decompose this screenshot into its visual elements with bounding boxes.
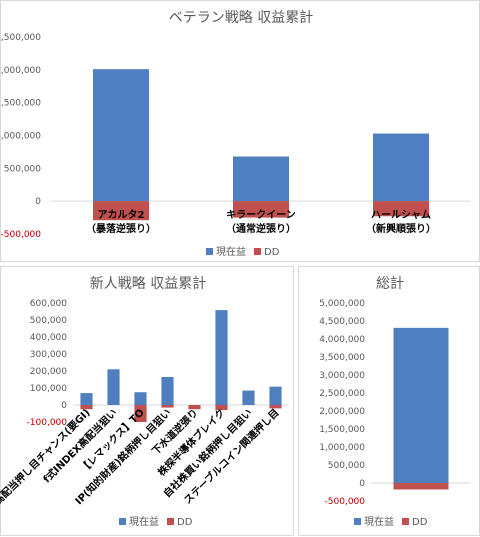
y-tick-label: 600,000 (30, 299, 67, 309)
legend-swatch-current (206, 248, 213, 255)
category-label-line: キラークイーン (226, 209, 296, 221)
bar-current-profit (93, 69, 149, 202)
y-tick-label: 3,000,000 (319, 371, 365, 381)
bar-dd (161, 405, 174, 408)
category-label-line: （新興順張り） (366, 222, 436, 235)
bar-current-profit (233, 156, 289, 202)
bar-dd (188, 405, 201, 410)
y-tick-label: 4,000,000 (319, 335, 365, 345)
y-tick-label: 300,000 (30, 350, 67, 360)
category-label: キラークイーン（通常逆張り） (226, 209, 296, 235)
total-chart-panel: 総計 5,000,000 4,500,000 4,000,000 3,500,000 3… (298, 266, 480, 536)
y-tick-label: 1,500,000 (319, 425, 365, 435)
newbie-chart-svg: 新人戦略 収益累計 600,000 500,000 400,000 300,000 20… (0, 276, 289, 528)
bar-current-profit (393, 327, 449, 483)
y-tick-label: 2,000,000 (319, 407, 365, 417)
y-tick-label: -500,000 (1, 230, 42, 240)
bar-current-profit (269, 386, 282, 405)
y-tick-label: 2,000,000 (0, 66, 41, 76)
legend-label-dd: DD (412, 517, 428, 528)
bar-current-profit (161, 376, 174, 405)
category-label: ハールシャム（新興順張り） (366, 209, 436, 235)
chart-title: 総計 (376, 276, 404, 292)
bar-current-profit (215, 310, 228, 405)
legend-swatch-current (119, 518, 126, 525)
chart-title: 新人戦略 収益累計 (90, 276, 206, 292)
bar-dd (233, 201, 289, 218)
y-tick-label: 1,000,000 (0, 132, 41, 142)
veteran-strategy-chart-panel: ベテラン戦略 収益累計 2,500,000 2,000,000 1,500,000 1… (0, 0, 480, 262)
y-tick-label: 500,000 (328, 461, 365, 471)
legend-label-dd: DD (264, 247, 280, 258)
y-tick-label: 1,500,000 (0, 99, 41, 109)
bar-dd (80, 405, 93, 410)
y-tick-label: 400,000 (30, 333, 67, 343)
bar-dd (215, 405, 228, 411)
bar-dd (373, 201, 429, 217)
category-label-line: ハールシャム (371, 209, 431, 221)
legend-swatch-dd (254, 248, 261, 255)
y-tick-label: -100,000 (27, 418, 68, 428)
y-tick-label: 0 (61, 401, 67, 411)
bar-dd (393, 483, 449, 490)
y-tick-label: 2,500,000 (0, 33, 41, 43)
y-tick-label: 5,000,000 (319, 299, 365, 309)
y-tick-label: 200,000 (30, 367, 67, 377)
total-chart-svg: 総計 5,000,000 4,500,000 4,000,000 3,500,000 3… (319, 276, 471, 528)
category-label-line: アカルタ2 (98, 209, 145, 221)
legend-swatch-current (354, 518, 361, 525)
newbie-strategy-chart-panel: 新人戦略 収益累計 600,000 500,000 400,000 300,000 20… (0, 266, 294, 536)
category-label: アカルタ2 （暴落逆張り） (86, 209, 156, 235)
veteran-chart-svg: ベテラン戦略 収益累計 2,500,000 2,000,000 1,500,000 1… (0, 10, 471, 258)
bar-current-profit (107, 369, 120, 405)
bar-dd (134, 405, 147, 422)
category-label-line: （通常逆張り） (226, 222, 296, 235)
y-tick-label: 2,500,000 (319, 389, 365, 399)
y-tick-label: 500,000 (30, 316, 67, 326)
legend-label-current: 現在益 (216, 245, 246, 258)
bar-dd (269, 405, 282, 409)
bar-dd (93, 201, 149, 221)
bar-current-profit (80, 393, 93, 405)
legend-swatch-dd (167, 518, 174, 525)
category-label: ステーブルコイン関連押し目 (181, 406, 282, 507)
chart-title: ベテラン戦略 収益累計 (169, 10, 313, 26)
category-label-line: （暴落逆張り） (86, 222, 156, 235)
legend-label-dd: DD (177, 517, 193, 528)
y-tick-label: 4,500,000 (319, 317, 365, 327)
legend-label-current: 現在益 (364, 515, 394, 528)
y-tick-label: 3,500,000 (319, 353, 365, 363)
legend-label-current: 現在益 (129, 515, 159, 528)
y-tick-label: 500,000 (4, 164, 41, 174)
y-tick-label: 0 (359, 479, 365, 489)
y-tick-label: 0 (35, 197, 41, 207)
bar-current-profit (134, 392, 147, 405)
bar-current-profit (373, 133, 429, 202)
bar-current-profit (242, 390, 255, 405)
y-tick-label: 100,000 (30, 384, 67, 394)
y-tick-label: -500,000 (325, 497, 366, 507)
legend-swatch-dd (402, 518, 409, 525)
y-tick-label: 1,000,000 (319, 443, 365, 453)
